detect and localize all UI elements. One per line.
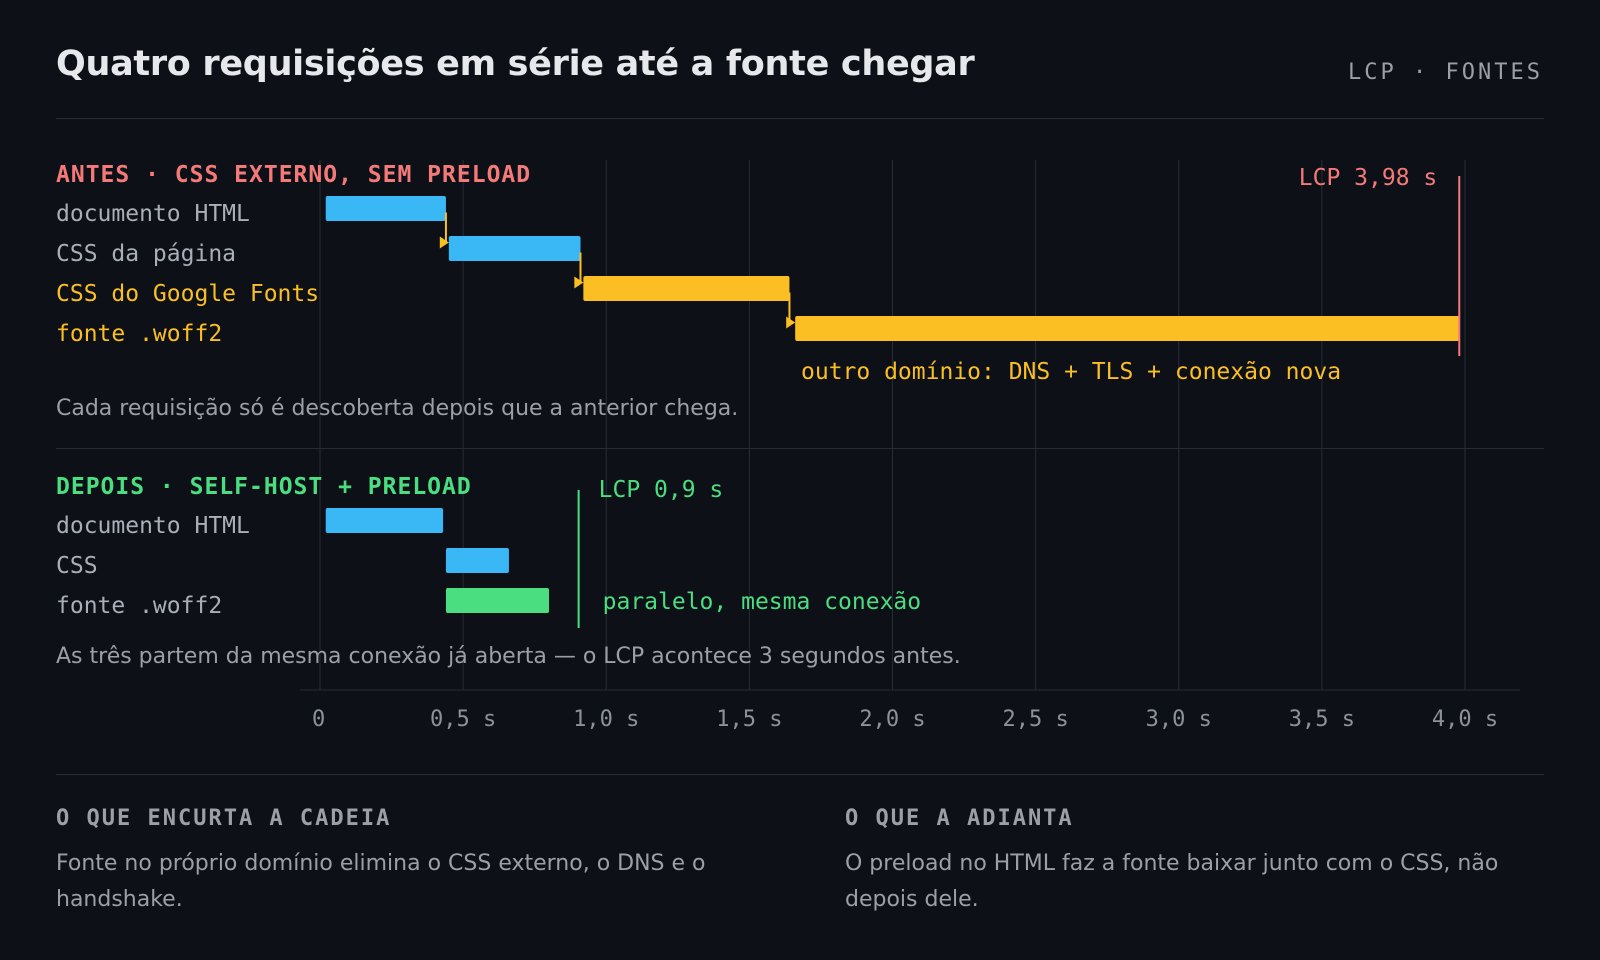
- before-note: Cada requisição só é descoberta depois q…: [56, 396, 739, 421]
- after-bar-2: [445, 588, 549, 613]
- before-connector-0: [444, 212, 447, 244]
- divider-bottom: [56, 774, 1544, 775]
- before-lcp-label: LCP 3,98 s: [1299, 165, 1437, 191]
- footer-right-heading: O QUE A ADIANTA: [845, 806, 1074, 831]
- before-connector-2: [788, 292, 794, 324]
- after-row-label-css: CSS: [56, 553, 98, 579]
- before-bar-2: [583, 276, 790, 301]
- before-row-label-css: CSS da página: [56, 241, 237, 267]
- x-tick-label-3: 1,5 s: [716, 707, 782, 732]
- footer-left-heading: O QUE ENCURTA A CADEIA: [56, 806, 392, 831]
- x-tick-label-1: 0,5 s: [430, 707, 496, 732]
- section-tag: LCP · FONTES: [1348, 60, 1543, 85]
- x-tick-label-0: 0: [312, 707, 325, 732]
- before-section-label: ANTES · CSS EXTERNO, SEM PRELOAD: [56, 162, 532, 188]
- before-row-label-html: documento HTML: [56, 201, 250, 227]
- before-annotation: outro domínio: DNS + TLS + conexão nova: [801, 359, 1341, 385]
- after-bar-0: [325, 508, 444, 533]
- before-connector-arrow-1: [574, 276, 584, 289]
- before-connector-1: [579, 252, 582, 284]
- after-row-label-font: fonte .woff2: [56, 593, 223, 619]
- before-bar-1: [448, 236, 581, 261]
- x-tick-label-2: 1,0 s: [573, 707, 639, 732]
- before-bar-0: [325, 196, 446, 221]
- x-tick-label-6: 3,0 s: [1146, 707, 1212, 732]
- footer-right-text: O preload no HTML faz a fonte baixar jun…: [845, 851, 1499, 912]
- after-section-label: DEPOIS · SELF-HOST + PRELOAD: [56, 474, 472, 500]
- footer-left-text: Fonte no próprio domínio elimina o CSS e…: [56, 851, 706, 912]
- before-bar-3: [795, 316, 1460, 341]
- x-tick-label-8: 4,0 s: [1432, 707, 1498, 732]
- before-row-label-font: fonte .woff2: [56, 321, 223, 347]
- after-annotation: paralelo, mesma conexão: [603, 589, 922, 615]
- before-connector-arrow-0: [439, 236, 449, 249]
- after-bar-1: [445, 548, 509, 573]
- after-row-label-html: documento HTML: [56, 513, 250, 539]
- timeline-chart: 0 0,5 s 1,0 s 1,5 s 2,0 s 2,5 s 3,0 s 3,5 s 4,0 …: [300, 160, 1520, 732]
- before-row-label-google-css: CSS do Google Fonts: [56, 281, 320, 307]
- x-tick-label-7: 3,5 s: [1289, 707, 1355, 732]
- x-tick-label-5: 2,5 s: [1003, 707, 1069, 732]
- x-tick-label-4: 2,0 s: [859, 707, 925, 732]
- divider-middle: [56, 448, 1544, 449]
- divider-top: [56, 118, 1544, 119]
- after-note: As três partem da mesma conexão já abert…: [56, 644, 961, 669]
- page-title: Quatro requisições em série até a fonte …: [56, 44, 975, 84]
- after-lcp-label: LCP 0,9 s: [599, 477, 724, 503]
- before-connector-arrow-2: [786, 316, 796, 329]
